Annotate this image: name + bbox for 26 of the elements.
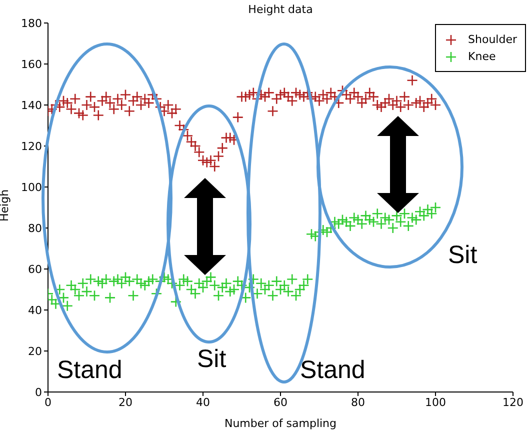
x-tick-label: 0: [44, 396, 52, 409]
x-tick-label: 40: [196, 396, 210, 409]
annotation: Stand: [57, 356, 122, 384]
y-axis-title: Heigh: [0, 189, 11, 222]
legend-label: Shoulder: [468, 33, 517, 46]
y-tick-label: 20: [28, 344, 42, 358]
y-tick-label: 0: [35, 386, 42, 399]
chart-title: Height data: [247, 3, 314, 16]
y-tick-label: 60: [28, 262, 42, 276]
x-tick-label: 20: [118, 396, 132, 409]
legend-label: Knee: [468, 50, 496, 63]
y-tick-label: 80: [28, 222, 42, 235]
annotation: Stand: [300, 356, 366, 384]
y-tick-label: 100: [21, 180, 42, 194]
y-tick-label: 40: [28, 304, 42, 317]
y-tick-label: 160: [21, 58, 42, 71]
x-tick-label: 80: [351, 396, 365, 409]
x-axis-title: Number of sampling: [224, 417, 337, 430]
annotation: Sit: [448, 241, 478, 269]
y-tick-label: 140: [21, 98, 42, 112]
y-tick-label: 180: [21, 16, 42, 30]
y-tick-label: 120: [21, 140, 42, 153]
x-tick-label: 60: [274, 396, 288, 409]
x-tick-label: 120: [502, 396, 524, 409]
x-tick-label: 100: [425, 396, 446, 409]
annotation: Sit: [197, 345, 226, 373]
